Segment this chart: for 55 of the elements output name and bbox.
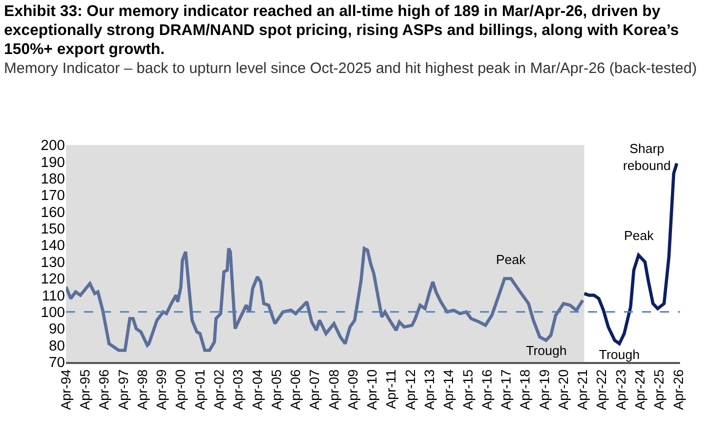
annotation: Peak: [624, 228, 654, 243]
y-tick-label: 190: [40, 154, 65, 171]
annotation: Trough: [599, 347, 640, 362]
x-tick-label: Apr-20: [556, 369, 572, 410]
y-tick-label: 140: [40, 238, 65, 254]
x-tick-label: Apr-15: [460, 369, 476, 410]
x-tick-label: Apr-94: [58, 368, 74, 410]
x-tick-label: Apr-07: [307, 369, 322, 410]
annotation: Peak: [496, 252, 526, 267]
x-tick-label: Apr-13: [422, 369, 438, 410]
y-tick-label: 160: [40, 204, 65, 221]
x-tick-label: Apr-11: [384, 369, 399, 409]
x-tick-label: Apr-95: [78, 369, 93, 410]
x-tick-label: Apr-24: [632, 368, 648, 410]
y-tick-label: 110: [42, 288, 65, 304]
chart-subtitle: Memory Indicator – back to upturn level since Oct-2025 and hit highest peak in Mar/Apr-26 (back-tested): [4, 60, 698, 78]
x-tick-label: Apr-14: [441, 368, 456, 410]
x-tick-label: Apr-08: [326, 369, 342, 410]
x-tick-label: Apr-03: [230, 369, 246, 410]
x-tick-label: Apr-21: [575, 369, 590, 410]
x-tick-label: Apr-97: [116, 369, 131, 410]
x-tick-label: Apr-25: [652, 369, 667, 410]
x-tick-label: Apr-12: [402, 369, 418, 410]
y-tick-label: 100: [40, 304, 65, 321]
x-tick-label: Apr-99: [154, 369, 170, 410]
x-tick-label: Apr-96: [96, 369, 112, 410]
x-tick-label: Apr-23: [613, 369, 628, 410]
x-tick-label: Apr-16: [479, 369, 494, 410]
y-tick-label: 170: [40, 188, 65, 204]
x-tick-label: Apr-00: [173, 369, 188, 410]
y-tick-label: 150: [40, 222, 65, 238]
y-tick-label: 90: [48, 322, 65, 338]
chart-title: Exhibit 33: Our memory indicator reached an all-time high of 189 in Mar/Apr-26, driven by exceptionally strong DRAM/NAND spot pricing, rising ASPs and billings, along with Korea’s 150%+ export growth.: [4, 2, 680, 59]
x-tick-label: Apr-09: [345, 369, 360, 410]
x-tick-label: Apr-04: [250, 368, 265, 410]
y-tick-label: 200: [40, 138, 65, 154]
x-tick-label: Apr-02: [211, 369, 226, 410]
x-tick-label: Apr-19: [536, 369, 552, 410]
x-tick-label: Apr-18: [518, 369, 533, 410]
line-series: [582, 162, 678, 346]
x-tick-label: Apr-17: [498, 369, 514, 410]
x-tick-label: Apr-98: [134, 369, 150, 410]
y-tick-label: 70: [48, 355, 65, 372]
x-tick-label: Apr-26: [670, 369, 686, 410]
y-tick-label: 130: [40, 254, 65, 271]
x-tick-label: Apr-01: [192, 369, 208, 410]
annotation: Trough: [526, 343, 567, 358]
x-tick-label: Apr-22: [594, 369, 610, 410]
y-tick-label: 120: [40, 272, 65, 288]
x-tick-label: Apr-10: [364, 369, 380, 410]
y-tick-label: 180: [40, 171, 65, 188]
x-tick-label: Apr-06: [288, 369, 304, 410]
x-tick-label: Apr-05: [268, 369, 284, 410]
annotation: Sharp rebound: [623, 141, 671, 173]
y-tick-label: 80: [48, 338, 65, 354]
